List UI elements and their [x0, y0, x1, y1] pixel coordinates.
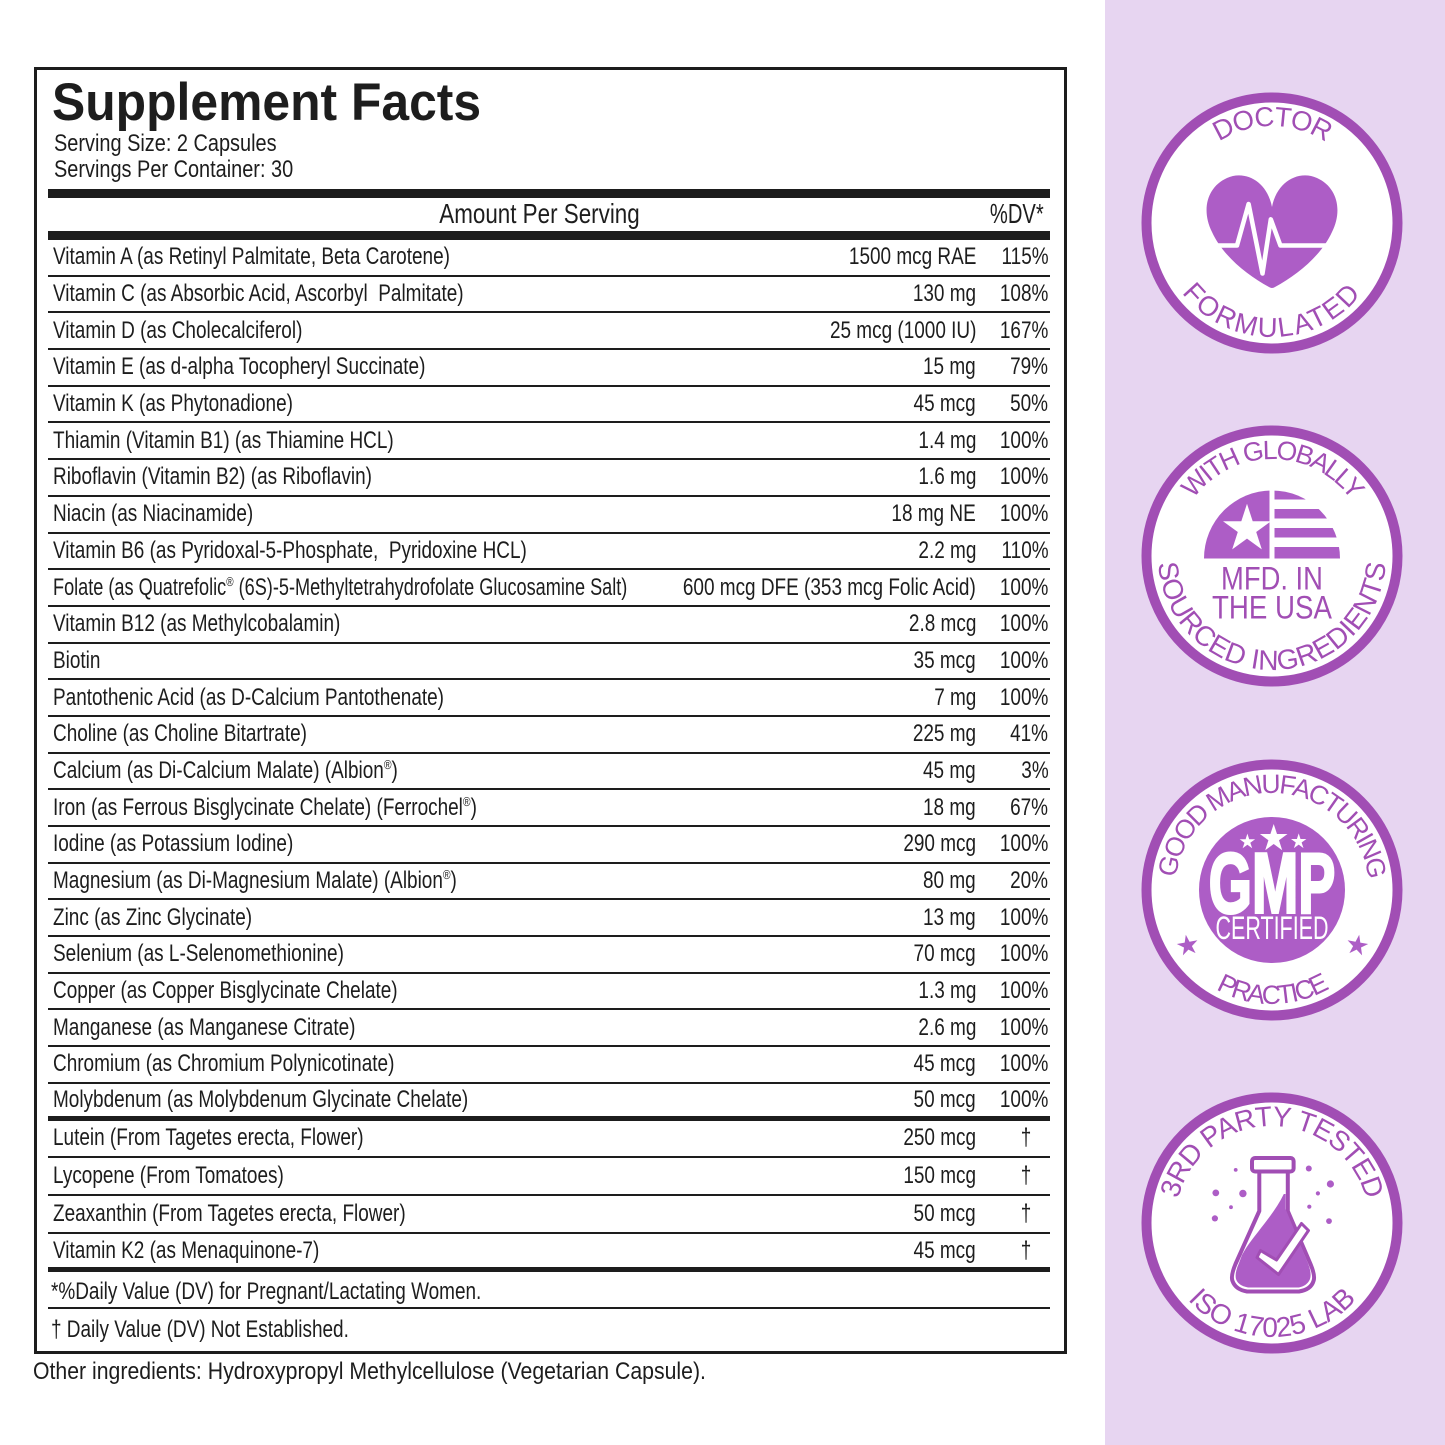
svg-text:THE USA: THE USA — [1212, 591, 1332, 626]
svg-text:GMP: GMP — [1209, 837, 1335, 932]
svg-text:CERTIFIED: CERTIFIED — [1215, 910, 1328, 946]
svg-text:MFD. IN: MFD. IN — [1221, 562, 1323, 597]
